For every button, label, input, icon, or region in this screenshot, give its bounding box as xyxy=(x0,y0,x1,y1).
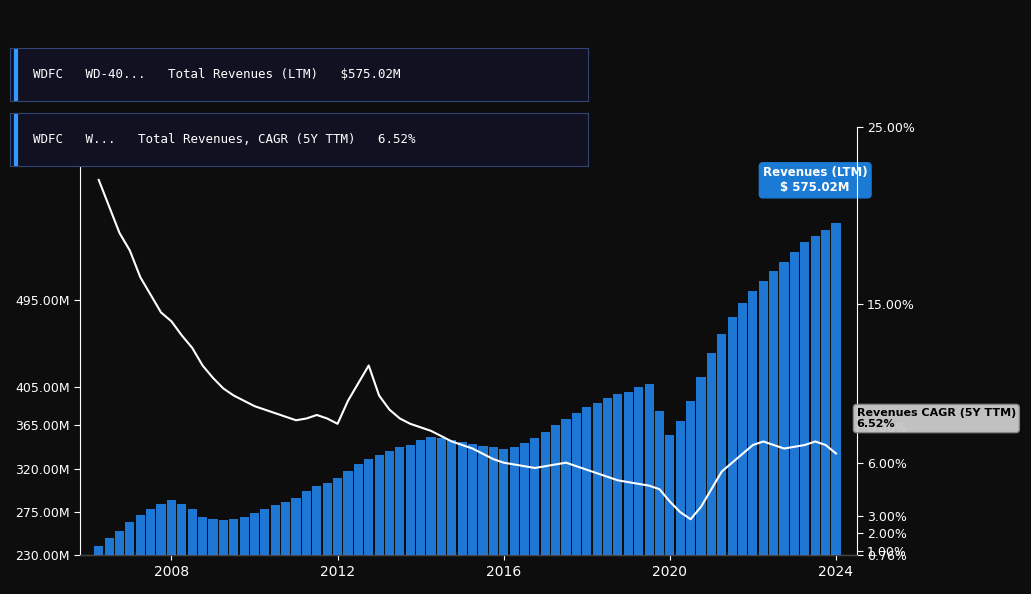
Bar xyxy=(572,413,580,555)
Bar xyxy=(312,486,322,555)
Bar xyxy=(302,491,311,555)
Bar xyxy=(374,455,384,555)
Bar xyxy=(520,443,529,555)
Bar xyxy=(292,498,301,555)
Bar xyxy=(239,517,248,555)
Bar xyxy=(281,503,290,555)
Bar xyxy=(478,446,488,555)
Bar xyxy=(405,444,414,555)
Bar xyxy=(354,464,363,555)
Bar xyxy=(395,447,404,555)
Bar xyxy=(188,509,197,555)
Bar xyxy=(655,411,664,555)
Bar xyxy=(530,438,539,555)
Bar xyxy=(728,317,737,555)
Bar xyxy=(427,437,435,555)
Bar xyxy=(800,242,809,555)
Bar xyxy=(157,504,166,555)
Bar xyxy=(634,387,643,555)
Bar xyxy=(126,522,134,555)
Bar xyxy=(417,440,425,555)
Text: Revenues CAGR (5Y TTM)
6.52%: Revenues CAGR (5Y TTM) 6.52% xyxy=(857,407,1016,429)
Bar xyxy=(114,531,124,555)
Text: Revenues (LTM)
$ 575.02M: Revenues (LTM) $ 575.02M xyxy=(763,166,867,194)
Bar xyxy=(749,290,758,555)
Bar xyxy=(613,394,623,555)
Bar xyxy=(198,517,207,555)
Text: WDFC   WD-40...   Total Revenues (LTM)   $575.02M: WDFC WD-40... Total Revenues (LTM) $575.… xyxy=(33,68,401,81)
Bar xyxy=(593,403,602,555)
Bar xyxy=(343,470,353,555)
Bar xyxy=(136,515,144,555)
Bar xyxy=(208,519,218,555)
Bar xyxy=(146,509,156,555)
Bar xyxy=(219,520,228,555)
Bar xyxy=(551,425,560,555)
Bar xyxy=(364,459,373,555)
Bar xyxy=(821,230,830,555)
Bar xyxy=(489,447,498,555)
Bar xyxy=(437,438,446,555)
Bar xyxy=(562,419,570,555)
Bar xyxy=(769,271,778,555)
Bar xyxy=(447,440,457,555)
Bar xyxy=(696,377,705,555)
Bar xyxy=(167,500,176,555)
Bar xyxy=(738,303,747,555)
Bar xyxy=(323,483,332,555)
Bar xyxy=(509,447,519,555)
Bar xyxy=(583,407,592,555)
Bar xyxy=(707,353,716,555)
Bar xyxy=(104,538,113,555)
Bar xyxy=(624,391,633,555)
Bar xyxy=(675,421,685,555)
Bar xyxy=(540,432,550,555)
Bar xyxy=(779,262,789,555)
Bar xyxy=(260,509,269,555)
Bar xyxy=(458,442,467,555)
Bar xyxy=(790,252,799,555)
Bar xyxy=(718,334,726,555)
Bar xyxy=(499,450,508,555)
Bar xyxy=(665,435,674,555)
Bar xyxy=(759,281,768,555)
Bar xyxy=(385,451,394,555)
Bar xyxy=(686,402,695,555)
Bar xyxy=(810,236,820,555)
Text: WDFC   W...   Total Revenues, CAGR (5Y TTM)   6.52%: WDFC W... Total Revenues, CAGR (5Y TTM) … xyxy=(33,133,415,146)
Bar xyxy=(177,504,187,555)
Bar xyxy=(94,546,103,555)
Bar xyxy=(271,505,279,555)
Bar xyxy=(250,513,259,555)
Bar xyxy=(333,478,342,555)
Bar xyxy=(468,444,477,555)
Bar xyxy=(603,399,612,555)
Bar xyxy=(229,519,238,555)
Bar xyxy=(644,384,654,555)
Bar xyxy=(831,223,840,555)
